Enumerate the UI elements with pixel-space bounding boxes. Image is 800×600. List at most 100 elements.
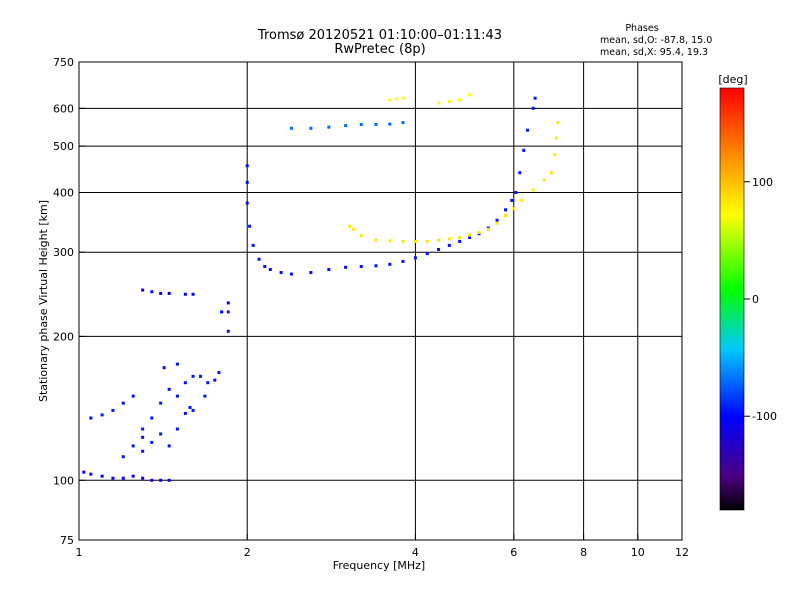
data-point: [226, 301, 230, 305]
colorbar-tick-label: 0: [752, 293, 759, 306]
data-point: [413, 256, 417, 260]
x-tick-label: 4: [412, 546, 419, 559]
data-point: [248, 224, 252, 228]
data-point: [425, 252, 429, 256]
data-point: [121, 476, 125, 480]
data-point: [504, 214, 508, 218]
data-point: [131, 444, 135, 448]
y-tick-label: 400: [53, 186, 74, 199]
plot-frame: [78, 61, 683, 541]
data-point: [388, 262, 392, 266]
y-tick-label: 750: [53, 56, 74, 69]
data-point: [344, 124, 348, 128]
data-point: [344, 265, 348, 269]
data-point: [388, 239, 392, 243]
data-point: [150, 478, 154, 482]
colorbar-gradient: [719, 87, 745, 511]
data-point: [542, 178, 546, 182]
data-point: [141, 288, 145, 292]
data-point: [553, 153, 557, 157]
data-point: [401, 121, 405, 125]
colorbar-label: [deg]: [718, 73, 747, 86]
data-point: [175, 427, 179, 431]
chart-title: Tromsø 20120521 01:10:00–01:11:43: [257, 28, 502, 43]
data-point: [245, 180, 249, 184]
data-point: [486, 227, 490, 231]
phases-heading: Phases: [625, 23, 658, 34]
phases-line-x: mean, sd,X: 95.4, 19.3: [600, 47, 708, 58]
data-point: [522, 148, 526, 152]
data-points: [82, 93, 560, 482]
data-point: [531, 188, 535, 192]
data-point: [226, 310, 230, 314]
data-point: [374, 238, 378, 242]
data-point: [374, 123, 378, 127]
data-point: [437, 247, 441, 251]
data-point: [495, 218, 499, 222]
data-point: [188, 405, 192, 409]
x-tick-label: 8: [580, 546, 587, 559]
data-point: [131, 474, 135, 478]
data-point: [89, 416, 93, 420]
data-point: [458, 236, 462, 240]
data-point: [141, 435, 145, 439]
data-point: [289, 126, 293, 130]
data-point: [512, 207, 516, 211]
data-point: [183, 381, 187, 385]
data-point: [394, 97, 398, 101]
y-tick-label: 300: [53, 246, 74, 259]
y-tick-label: 600: [53, 102, 74, 115]
data-point: [437, 238, 441, 242]
data-point: [510, 198, 514, 202]
x-tick-label: 2: [244, 546, 251, 559]
colorbar: [deg] -100 0 100: [718, 73, 777, 511]
data-point: [226, 329, 230, 333]
data-point: [257, 257, 261, 261]
data-point: [159, 478, 163, 482]
data-point: [447, 237, 451, 241]
colorbar-tick-label: 100: [752, 176, 773, 189]
data-point: [167, 444, 171, 448]
data-point: [327, 268, 331, 272]
colorbar-ticks: -100 0 100: [744, 176, 777, 423]
x-tick-label: 10: [631, 546, 645, 559]
data-point: [82, 470, 86, 474]
data-point: [199, 374, 203, 378]
data-point: [425, 239, 429, 243]
data-point: [150, 416, 154, 420]
data-point: [447, 243, 451, 247]
data-point: [533, 96, 537, 100]
data-point: [162, 366, 166, 370]
data-point: [183, 411, 187, 415]
data-point: [150, 440, 154, 444]
data-point: [468, 93, 472, 97]
data-point: [520, 198, 524, 202]
y-axis-label: Stationary phase Virtual Height [km]: [37, 200, 50, 402]
data-point: [437, 101, 441, 105]
data-point: [131, 394, 135, 398]
data-point: [514, 190, 518, 194]
data-point: [526, 128, 530, 132]
chart-subtitle: RwPretec (8p): [334, 42, 425, 57]
data-point: [159, 291, 163, 295]
x-tick-label: 6: [510, 546, 517, 559]
data-point: [289, 272, 293, 276]
data-point: [556, 121, 560, 125]
data-point: [495, 221, 499, 225]
y-tick-label: 100: [53, 474, 74, 487]
data-point: [191, 292, 195, 296]
data-point: [245, 164, 249, 168]
data-point: [531, 106, 535, 110]
y-tick-label: 500: [53, 140, 74, 153]
data-point: [309, 271, 313, 275]
data-point: [468, 233, 472, 237]
data-point: [159, 401, 163, 405]
data-point: [175, 394, 179, 398]
data-point: [167, 478, 171, 482]
data-point: [401, 96, 405, 100]
data-point: [413, 239, 417, 243]
y-tick-label: 200: [53, 330, 74, 343]
data-point: [309, 126, 313, 130]
colorbar-tick-label: -100: [752, 410, 777, 423]
